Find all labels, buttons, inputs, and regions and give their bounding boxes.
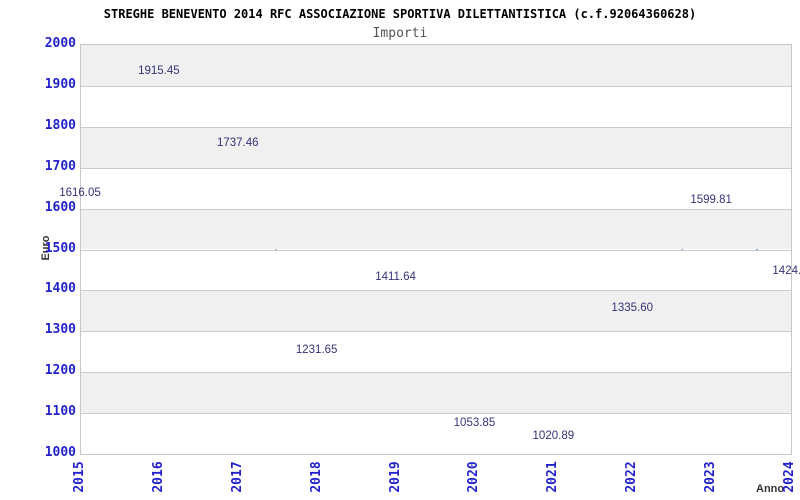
x-tick-label: 2016 <box>150 461 166 493</box>
value-label: 1231.65 <box>295 344 338 357</box>
value-label: 1411.64 <box>375 270 416 283</box>
y-tick-label: 1500 <box>44 240 76 256</box>
value-label: 1599.81 <box>690 193 732 206</box>
plot-band <box>81 249 791 291</box>
y-tick-label: 1600 <box>44 199 76 215</box>
gridline <box>81 208 791 210</box>
y-tick-label: 1700 <box>44 158 76 174</box>
x-tick-label: 2015 <box>72 461 87 493</box>
gridline <box>81 331 791 333</box>
gridline <box>81 167 791 169</box>
plot-band <box>81 208 791 250</box>
x-tick-label: 2020 <box>466 461 482 493</box>
plot-area <box>80 44 792 455</box>
x-tick-label: 2019 <box>387 461 403 493</box>
plot-band <box>81 290 791 332</box>
value-label: 1335.60 <box>611 301 654 314</box>
y-tick-label: 1100 <box>44 404 76 420</box>
x-tick-label: 2017 <box>229 461 245 493</box>
gridline <box>81 372 791 374</box>
y-tick-label: 1200 <box>44 363 76 379</box>
plot-band <box>81 45 791 86</box>
x-tick-label: 2024 <box>782 461 797 493</box>
x-tick-label: 2023 <box>703 461 719 493</box>
value-label: 1020.89 <box>532 430 575 443</box>
value-label: 1616.05 <box>59 187 101 200</box>
y-tick-label: 1300 <box>44 322 76 338</box>
gridline <box>81 126 791 128</box>
x-tick-label: 2018 <box>308 461 324 493</box>
y-tick-label: 1800 <box>44 117 76 133</box>
chart-subtitle: Importi <box>372 26 428 41</box>
chart-title: STREGHE BENEVENTO 2014 RFC ASSOCIAZIONE … <box>103 7 697 21</box>
gridline <box>81 249 791 251</box>
plot-band <box>81 126 791 168</box>
y-tick-label: 1400 <box>44 281 76 297</box>
gridline <box>81 413 791 415</box>
x-tick-label: 2022 <box>624 461 640 493</box>
plot-band <box>81 413 791 454</box>
plot-band <box>81 85 791 127</box>
plot-band <box>81 331 791 373</box>
y-tick-label: 1900 <box>44 76 76 92</box>
plot-band <box>81 372 791 414</box>
plot-band <box>81 167 791 209</box>
value-label: 1915.45 <box>138 64 180 77</box>
y-tick-label: 1000 <box>44 445 76 460</box>
gridline <box>81 290 791 292</box>
value-label: 1737.46 <box>216 137 259 150</box>
x-tick-label: 2021 <box>545 461 561 493</box>
gridline <box>81 85 791 87</box>
value-label: 1424.6 <box>772 265 800 278</box>
value-label: 1053.85 <box>453 416 496 429</box>
y-tick-label: 2000 <box>44 36 76 51</box>
x-axis-title: Anno <box>756 483 785 495</box>
